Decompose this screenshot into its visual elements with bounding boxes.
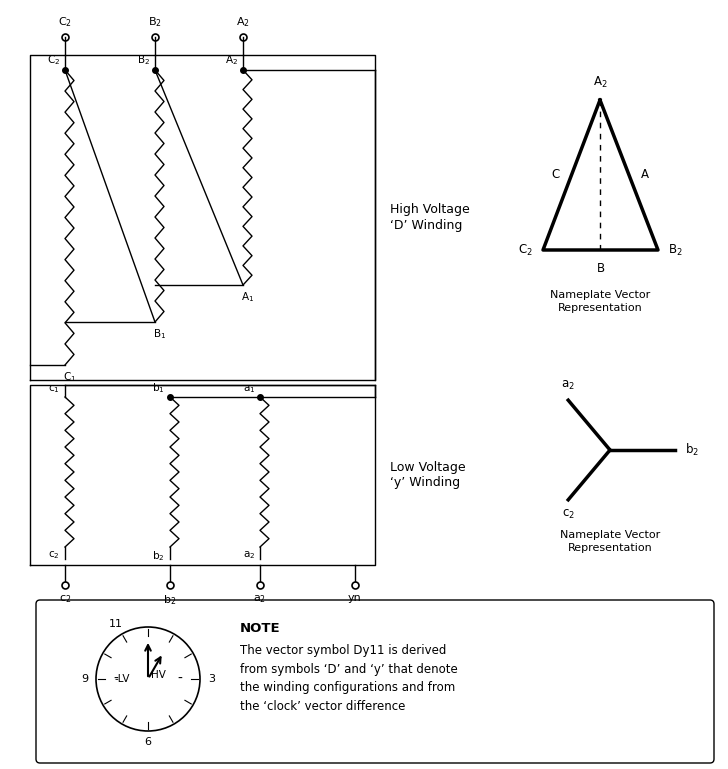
Text: The vector symbol Dy11 is derived
from symbols ‘D’ and ‘y’ that denote
the windi: The vector symbol Dy11 is derived from s…: [240, 644, 458, 713]
Text: High Voltage
‘D’ Winding: High Voltage ‘D’ Winding: [390, 204, 470, 231]
Text: a$_2$: a$_2$: [561, 379, 575, 392]
Text: c$_2$: c$_2$: [48, 549, 60, 561]
Text: c$_2$: c$_2$: [562, 508, 574, 521]
Text: A$_1$: A$_1$: [241, 290, 254, 304]
Text: -: -: [178, 672, 183, 686]
Text: Nameplate Vector
Representation: Nameplate Vector Representation: [550, 290, 650, 313]
Text: B$_1$: B$_1$: [153, 327, 166, 341]
FancyBboxPatch shape: [36, 600, 714, 763]
Text: a$_1$: a$_1$: [242, 383, 255, 395]
Text: B$_2$: B$_2$: [148, 15, 162, 29]
Text: A: A: [641, 168, 649, 181]
Text: 3: 3: [208, 674, 215, 684]
Text: A$_2$: A$_2$: [593, 75, 607, 90]
Text: -: -: [114, 672, 118, 686]
Text: A$_2$: A$_2$: [225, 53, 238, 67]
Text: b$_2$: b$_2$: [163, 593, 177, 607]
Text: 11: 11: [109, 619, 123, 629]
Text: NOTE: NOTE: [240, 622, 280, 635]
Text: b$_2$: b$_2$: [152, 549, 165, 563]
Text: A$_2$: A$_2$: [236, 15, 250, 29]
Text: b$_1$: b$_1$: [152, 381, 165, 395]
Text: C$_2$: C$_2$: [47, 53, 60, 67]
Text: Low Voltage
‘y’ Winding: Low Voltage ‘y’ Winding: [390, 461, 466, 489]
Text: -LV: -LV: [114, 674, 130, 684]
Text: b$_2$: b$_2$: [685, 442, 699, 458]
Text: C$_1$: C$_1$: [63, 370, 76, 384]
Text: C$_2$: C$_2$: [518, 242, 533, 258]
Text: c$_2$: c$_2$: [59, 593, 71, 604]
Text: c$_1$: c$_1$: [48, 383, 60, 395]
Text: B: B: [596, 262, 604, 275]
Text: B$_2$: B$_2$: [137, 53, 150, 67]
Text: 6: 6: [144, 737, 151, 747]
Text: 9: 9: [81, 674, 88, 684]
Text: Nameplate Vector
Representation: Nameplate Vector Representation: [560, 530, 660, 553]
Text: yn: yn: [348, 593, 362, 603]
Text: C: C: [551, 168, 560, 181]
Text: a$_2$: a$_2$: [253, 593, 266, 604]
Text: a$_2$: a$_2$: [242, 549, 255, 561]
Text: B$_2$: B$_2$: [668, 242, 683, 258]
Text: HV: HV: [151, 670, 166, 680]
Text: C$_2$: C$_2$: [58, 15, 72, 29]
